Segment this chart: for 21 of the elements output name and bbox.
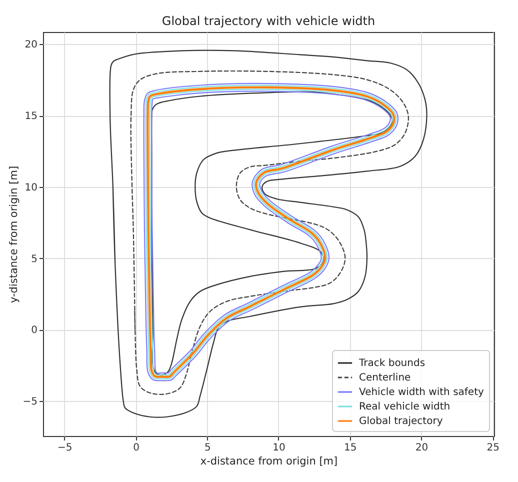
y-tick-label: 15 bbox=[24, 111, 38, 122]
y-tick-label: 20 bbox=[24, 40, 38, 51]
legend-label: Track bounds bbox=[358, 358, 426, 369]
x-tick-label: 0 bbox=[133, 442, 140, 454]
x-tick-label: −5 bbox=[58, 442, 72, 454]
x-tick-label: 15 bbox=[344, 442, 357, 454]
legend-label: Global trajectory bbox=[359, 416, 443, 427]
y-tick-label: 0 bbox=[31, 325, 38, 336]
y-tick-label: 10 bbox=[24, 182, 38, 194]
y-tick-label: 5 bbox=[31, 254, 38, 265]
x-tick-label: 5 bbox=[204, 442, 211, 454]
x-tick-label: 25 bbox=[486, 442, 500, 454]
x-axis-title: x-distance from origin [m] bbox=[200, 456, 338, 468]
y-axis-title: y-distance from origin [m] bbox=[8, 166, 20, 304]
y-tick-label: −5 bbox=[22, 396, 38, 408]
chart-title: Global trajectory with vehicle width bbox=[162, 14, 376, 28]
legend-label: Real vehicle width bbox=[359, 402, 450, 412]
x-tick-label: 20 bbox=[415, 442, 428, 454]
x-tick-label: 10 bbox=[272, 442, 286, 454]
legend-label: Centerline bbox=[359, 372, 411, 384]
legend-label: Vehicle width with safety bbox=[359, 387, 484, 398]
